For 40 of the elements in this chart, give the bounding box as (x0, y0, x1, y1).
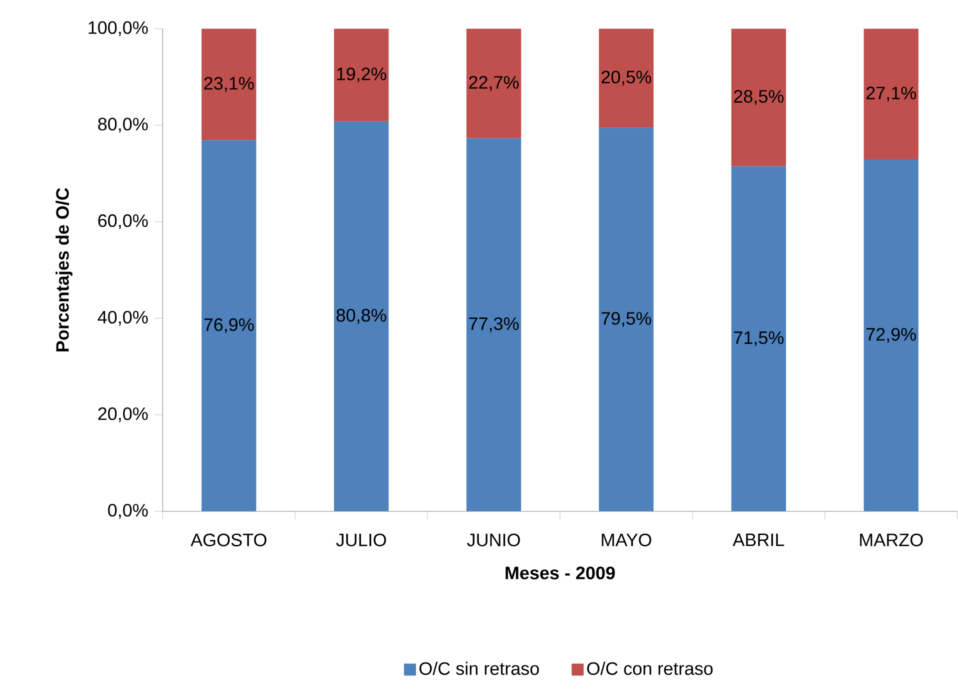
data-label: 76,9% (204, 318, 254, 334)
data-label: 72,9% (866, 328, 916, 343)
x-axis-title: Meses - 2009 (506, 566, 615, 580)
bar (598, 128, 654, 512)
data-label: 22,7% (469, 76, 519, 91)
legend-label: O/C con retraso (587, 662, 713, 675)
y-tick-label: 60,0% (98, 214, 148, 230)
bar (598, 28, 654, 128)
x-tick-label: MAYO (602, 534, 652, 546)
y-tick-label: 100,0% (88, 21, 148, 36)
x-tick-label: JULIO (336, 534, 386, 546)
bar (731, 28, 786, 166)
data-label: 23,1% (204, 76, 254, 92)
data-label: 19,2% (337, 68, 386, 82)
x-tick-label: MARZO (860, 534, 923, 546)
bar (731, 166, 786, 512)
bar (466, 28, 522, 138)
bar (334, 121, 389, 512)
y-tick-label: 20,0% (98, 407, 148, 422)
x-tick-label: ABRIL (732, 534, 784, 546)
bar (202, 28, 256, 140)
y-tick-label: 40,0% (98, 310, 148, 326)
data-label: 80,8% (336, 308, 386, 324)
bar (864, 159, 918, 512)
y-tick-label: 0,0% (108, 504, 148, 519)
x-tick-label: JUNIO (467, 534, 520, 546)
x-tick-label: AGOSTO (190, 534, 266, 546)
bar (864, 28, 918, 160)
y-tick-label: 80,0% (98, 118, 148, 133)
bar (334, 28, 389, 122)
data-label: 71,5% (734, 331, 784, 346)
data-label: 77,3% (469, 317, 519, 332)
data-label: 28,5% (734, 90, 784, 105)
data-label: 20,5% (602, 70, 652, 86)
y-axis-title: Porcentajes de O/C (56, 188, 72, 352)
data-label: 27,1% (866, 86, 916, 102)
bar (466, 138, 522, 512)
bar (202, 140, 256, 512)
data-label: 79,5% (602, 312, 652, 327)
legend-label: O/C sin retraso (419, 662, 539, 675)
